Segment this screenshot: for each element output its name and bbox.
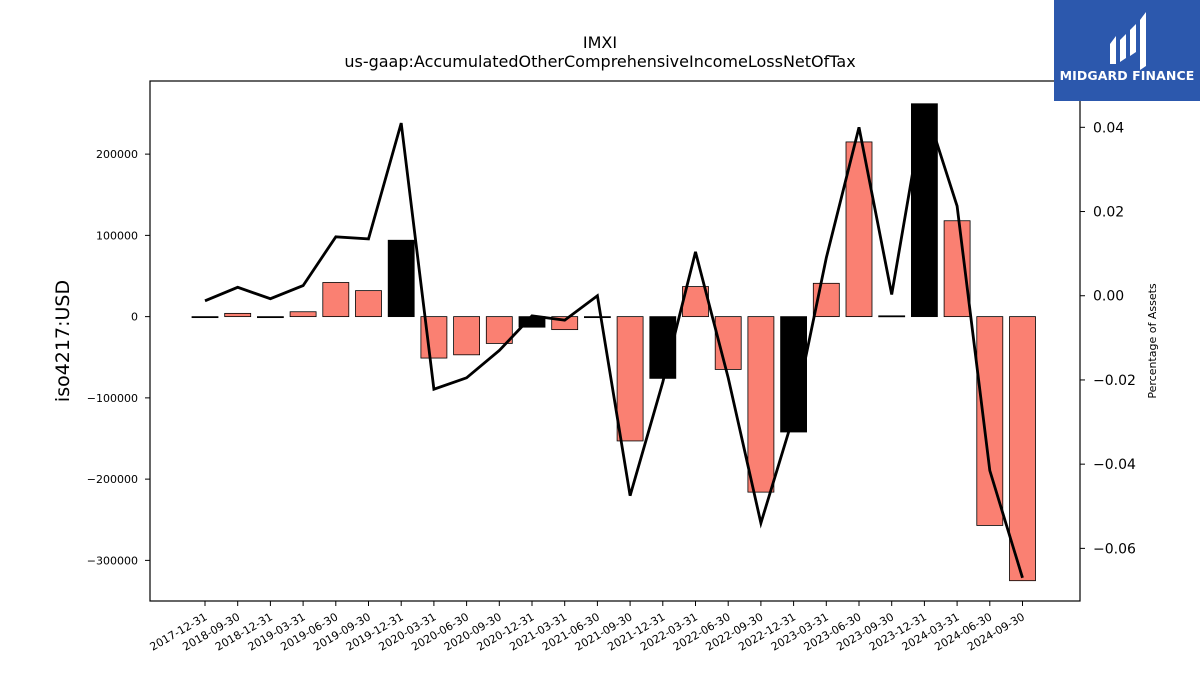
y-tick-label: 200000 — [96, 148, 138, 161]
bar-2021-09-30 — [616, 316, 644, 442]
bar-2017-12-31 — [191, 316, 219, 319]
y2-tick-label: −0.06 — [1093, 541, 1136, 557]
bar-2019-06-30 — [322, 282, 350, 318]
line-series — [204, 103, 1024, 579]
y-tick-label: −100000 — [87, 392, 138, 405]
y-tick-label: 100000 — [96, 229, 138, 242]
bar-2024-09-30 — [1009, 316, 1036, 582]
bar-2019-12-31 — [387, 239, 415, 318]
bar-2020-06-30 — [453, 316, 481, 356]
y-axis-label: iso4217:USD — [52, 280, 74, 402]
y2-tick-label: 0.00 — [1093, 289, 1124, 305]
chart-subtitle: us-gaap:AccumulatedOtherComprehensiveInc… — [344, 52, 856, 71]
logo-mark-icon — [1110, 12, 1146, 70]
bar-2023-09-30 — [878, 315, 906, 318]
bar-2023-12-31 — [911, 103, 938, 318]
logo-text: MIDGARD FINANCE — [1059, 68, 1195, 83]
y2-tick-label: 0.02 — [1093, 205, 1124, 221]
plot-frame — [149, 80, 1081, 602]
chart-title: IMXI — [582, 33, 618, 52]
y-tick-label: −200000 — [87, 473, 138, 486]
y2-tick-label: −0.04 — [1093, 457, 1136, 473]
bar-2019-09-30 — [355, 290, 382, 318]
bar-2019-03-31 — [289, 311, 317, 318]
bar-2018-12-31 — [256, 316, 284, 319]
y-tick-label: 0 — [131, 311, 138, 324]
bar-2022-09-30 — [747, 316, 775, 493]
midgard-finance-logo: MIDGARD FINANCE — [1054, 0, 1200, 101]
bar-2018-09-30 — [224, 312, 252, 318]
bar-2020-09-30 — [485, 316, 513, 344]
bar-2024-06-30 — [976, 316, 1004, 526]
y-tick-label: −300000 — [87, 554, 138, 567]
bar-2021-06-30 — [584, 316, 611, 319]
y2-axis-label: Percentage of Assets — [1146, 283, 1159, 399]
y2-tick-label: −0.02 — [1093, 373, 1136, 389]
y2-tick-label: 0.04 — [1093, 120, 1124, 136]
